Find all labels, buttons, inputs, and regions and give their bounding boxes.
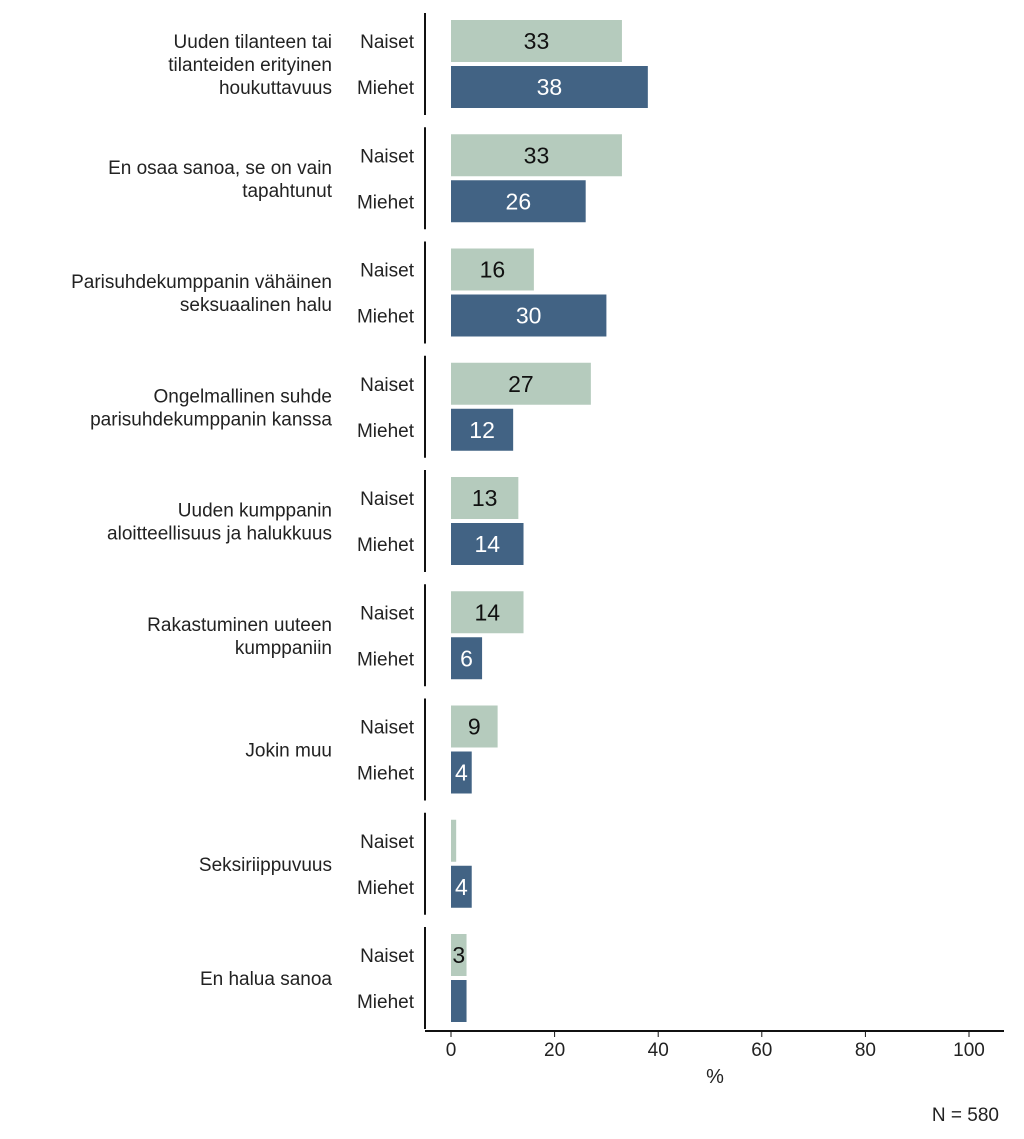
bar-naiset [451,248,534,291]
bar-value-label: 4 [455,874,468,900]
bar-miehet [451,294,607,337]
x-tick-label: 0 [446,1040,457,1061]
group-label-naiset: Naiset [360,261,415,282]
x-tick-label: 100 [953,1040,985,1061]
group-label-miehet: Miehet [357,535,415,556]
category-label: houkuttavuus [219,78,332,99]
bar-miehet [451,180,586,223]
category-label: seksuaalinen halu [180,295,332,316]
bar-naiset [451,591,524,634]
group-label-miehet: Miehet [357,78,415,99]
group-label-miehet: Miehet [357,764,415,785]
bar-naiset [451,20,622,62]
bar-value-label: 38 [537,74,563,100]
bar-value-label: 6 [460,645,473,671]
group-label-miehet: Miehet [357,992,415,1013]
x-tick-label: 40 [648,1040,669,1061]
category-label: En osaa sanoa, se on vain [108,158,332,179]
bar-value-label: 26 [506,188,532,214]
group-label-miehet: Miehet [357,649,415,670]
sample-size-note: N = 580 [932,1105,999,1126]
bar-value-label: 33 [524,142,550,168]
bar-value-label: 12 [469,417,495,443]
bar-miehet [451,66,648,108]
category-label: aloitteellisuus ja halukkuus [107,524,332,545]
group-label-naiset: Naiset [360,603,415,624]
group-label-naiset: Naiset [360,375,415,396]
group-label-miehet: Miehet [357,307,415,328]
bar-miehet [451,408,514,451]
bars [451,20,648,1022]
x-axis-ticks: 0 20 40 60 80 100 [446,1031,985,1061]
bar-miehet [451,751,472,794]
category-label: Jokin muu [245,741,332,762]
bar-value-label: 13 [472,485,498,511]
bar-naiset [451,362,591,405]
category-label: Seksiriippuvuus [199,855,332,876]
bar-miehet [451,523,524,565]
group-label-naiset: Naiset [360,718,415,739]
x-tick-label: 80 [855,1040,876,1061]
x-tick-label: 20 [544,1040,565,1061]
category-label: tilanteiden erityinen [168,55,332,76]
bar-value-label: 16 [480,257,506,283]
group-label-naiset: Naiset [360,32,415,53]
category-label: kumppaniin [235,638,332,659]
group-label-naiset: Naiset [360,146,415,167]
group-label-miehet: Miehet [357,192,415,213]
category-label: Uuden tilanteen tai [174,32,332,53]
bar-value-label: 3 [452,942,465,968]
bar-naiset [451,705,498,748]
bar-value-label: 27 [508,371,534,397]
x-axis-title: % [706,1066,724,1088]
category-label: tapahtunut [242,181,333,202]
bar-naiset [451,134,622,177]
bar-value-label: 9 [468,714,481,740]
bar-value-label: 14 [474,599,500,625]
group-label-miehet: Miehet [357,421,415,442]
category-label: Ongelmallinen suhde [153,386,332,407]
bar-value-label: 33 [524,28,550,54]
category-label: En halua sanoa [200,969,332,990]
bar-value-label: 30 [516,303,542,329]
group-label-naiset: Naiset [360,489,415,510]
category-label: Rakastuminen uuteen [147,615,332,636]
bar-miehet [451,637,483,680]
bar-miehet [451,865,472,908]
category-label: parisuhdekumppanin kanssa [90,409,332,430]
bar-miehet [451,980,467,1022]
group-label-naiset: Naiset [360,946,415,967]
x-tick-label: 60 [751,1040,772,1061]
group-label-miehet: Miehet [357,878,415,899]
category-label: Uuden kumppanin [178,501,332,522]
bar-naiset [451,477,519,519]
bar-value-label: 4 [455,760,468,786]
bar-naiset [451,934,467,976]
bar-value-label: 14 [474,531,500,557]
group-label-naiset: Naiset [360,832,415,853]
bar-naiset [451,819,457,862]
category-label: Parisuhdekumppanin vähäinen [71,272,332,293]
